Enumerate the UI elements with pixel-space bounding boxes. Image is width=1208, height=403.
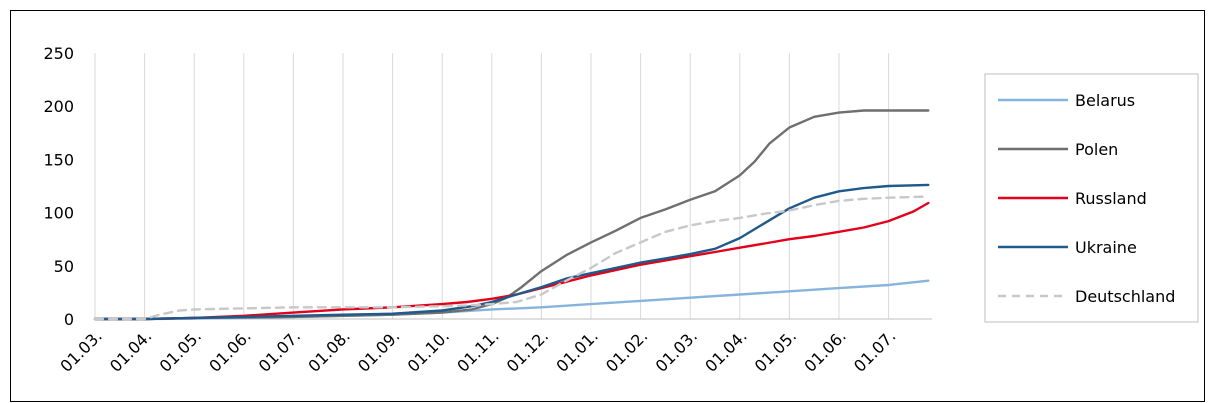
legend-label: Belarus [1075, 91, 1135, 110]
y-tick-label: 0 [64, 310, 74, 329]
y-tick-label: 200 [43, 97, 74, 116]
legend: Belarus Polen Russland Ukraine Deutschland [984, 73, 1199, 323]
y-tick-label: 100 [43, 204, 74, 223]
x-tick-label: 01.10. [404, 326, 453, 375]
x-tick-label: 01.05. [751, 326, 800, 375]
x-tick-label: 01.02. [602, 326, 651, 375]
x-axis: 01.03. 01.04. 01.05. 01.06. 01.07. 01.08. 01.0… [56, 326, 899, 375]
series-line-polen [93, 109, 930, 321]
x-tick-label: 01.09. [354, 326, 403, 375]
x-tick-label: 01.07. [255, 326, 304, 375]
x-tick-label: 01.03. [56, 326, 105, 375]
legend-label: Deutschland [1075, 287, 1175, 306]
series-line-belarus [93, 279, 930, 321]
series-line-deutschland [93, 195, 930, 321]
x-tick-label: 01.04. [701, 326, 750, 375]
y-tick-label: 50 [54, 257, 74, 276]
y-axis: 0 50 100 150 200 250 [43, 44, 74, 329]
x-tick-label: 01.06. [800, 326, 849, 375]
x-tick-label: 01.08. [304, 326, 353, 375]
x-tick-label: 01.01. [552, 326, 601, 375]
x-tick-label: 01.07. [850, 326, 899, 375]
x-tick-label: 01.05. [156, 326, 205, 375]
x-tick-label: 01.06. [205, 326, 254, 375]
x-tick-label: 01.12. [503, 326, 552, 375]
series-lines [93, 109, 930, 321]
legend-label: Ukraine [1075, 238, 1137, 257]
series-line-russland [93, 201, 930, 321]
series-line-ukraine [93, 183, 930, 321]
gridlines [94, 53, 932, 320]
legend-label: Polen [1075, 140, 1118, 159]
x-tick-label: 01.04. [106, 326, 155, 375]
x-tick-label: 01.11. [453, 326, 502, 375]
y-tick-label: 150 [43, 150, 74, 169]
legend-label: Russland [1075, 189, 1147, 208]
y-tick-label: 250 [43, 44, 74, 63]
x-tick-label: 01.03. [652, 326, 701, 375]
